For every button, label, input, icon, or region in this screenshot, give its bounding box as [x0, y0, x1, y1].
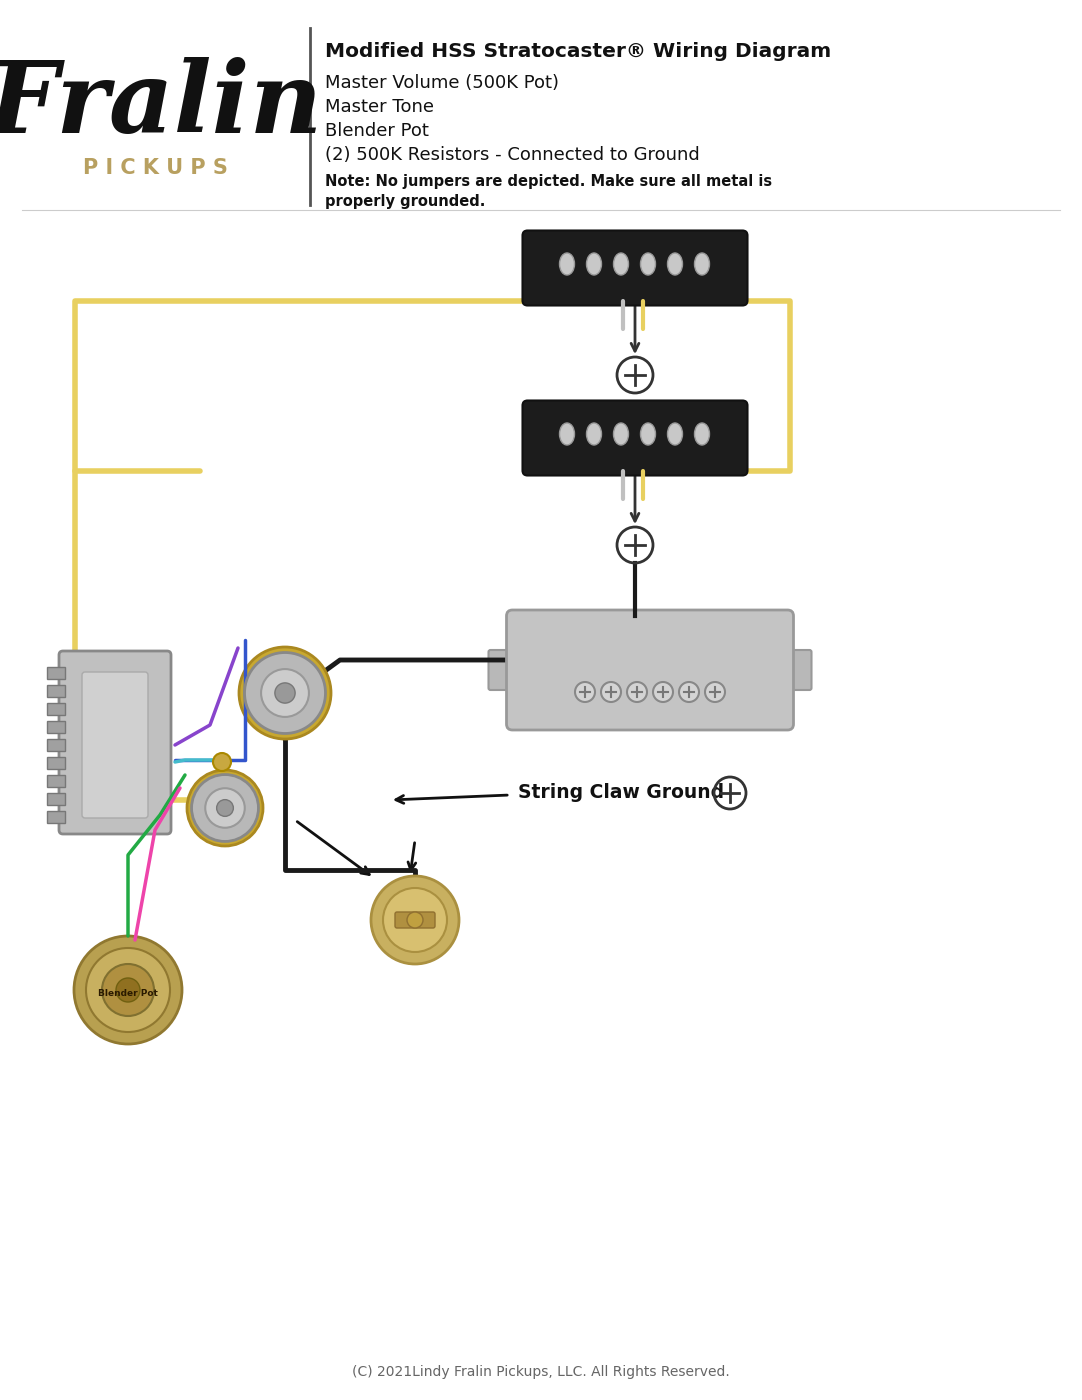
Circle shape	[407, 911, 423, 928]
Circle shape	[626, 682, 647, 701]
FancyBboxPatch shape	[523, 231, 748, 305]
Text: String Claw Ground: String Claw Ground	[518, 784, 724, 802]
Ellipse shape	[559, 423, 575, 445]
Ellipse shape	[695, 253, 710, 274]
FancyBboxPatch shape	[506, 610, 793, 729]
Text: Master Volume (500K Pot): Master Volume (500K Pot)	[325, 74, 559, 92]
Text: Modified HSS Stratocaster® Wiring Diagram: Modified HSS Stratocaster® Wiring Diagra…	[325, 42, 831, 62]
Circle shape	[275, 683, 295, 703]
Text: (2) 500K Resistors - Connected to Ground: (2) 500K Resistors - Connected to Ground	[325, 146, 700, 164]
Circle shape	[206, 788, 245, 827]
FancyBboxPatch shape	[523, 400, 748, 476]
Bar	[47, 703, 65, 715]
FancyBboxPatch shape	[82, 672, 148, 818]
Ellipse shape	[559, 253, 575, 274]
Text: Blender Pot: Blender Pot	[325, 122, 428, 140]
Text: (C) 2021Lindy Fralin Pickups, LLC. All Rights Reserved.: (C) 2021Lindy Fralin Pickups, LLC. All R…	[352, 1365, 730, 1379]
Text: Master Tone: Master Tone	[325, 98, 434, 116]
Circle shape	[705, 682, 725, 701]
Ellipse shape	[613, 253, 629, 274]
Text: Note: No jumpers are depicted. Make sure all metal is
properly grounded.: Note: No jumpers are depicted. Make sure…	[325, 174, 773, 209]
Bar	[47, 811, 65, 823]
Text: P I C K U P S: P I C K U P S	[82, 158, 227, 178]
Bar	[47, 776, 65, 787]
Circle shape	[213, 753, 230, 771]
Ellipse shape	[613, 423, 629, 445]
FancyBboxPatch shape	[488, 650, 516, 690]
Circle shape	[245, 652, 326, 734]
Ellipse shape	[668, 253, 683, 274]
Ellipse shape	[586, 423, 602, 445]
Text: Fralin: Fralin	[0, 57, 322, 153]
Bar	[47, 721, 65, 734]
Ellipse shape	[695, 423, 710, 445]
Bar	[47, 666, 65, 679]
Ellipse shape	[641, 423, 656, 445]
Circle shape	[74, 937, 182, 1044]
FancyBboxPatch shape	[783, 650, 812, 690]
Circle shape	[261, 669, 309, 717]
Circle shape	[187, 770, 263, 846]
Ellipse shape	[586, 253, 602, 274]
Circle shape	[601, 682, 621, 701]
Ellipse shape	[641, 253, 656, 274]
Circle shape	[575, 682, 595, 701]
Circle shape	[679, 682, 699, 701]
Ellipse shape	[668, 423, 683, 445]
Circle shape	[383, 888, 447, 952]
Circle shape	[85, 948, 170, 1032]
Circle shape	[371, 876, 459, 965]
FancyBboxPatch shape	[395, 911, 435, 928]
Bar	[47, 739, 65, 750]
Circle shape	[192, 774, 259, 841]
Circle shape	[216, 799, 234, 816]
Bar	[47, 792, 65, 805]
Bar	[47, 757, 65, 769]
Circle shape	[239, 647, 331, 739]
Circle shape	[654, 682, 673, 701]
FancyBboxPatch shape	[60, 651, 171, 834]
Circle shape	[102, 965, 154, 1016]
Text: Blender Pot: Blender Pot	[98, 988, 158, 997]
Circle shape	[116, 979, 140, 1002]
Bar	[47, 685, 65, 697]
